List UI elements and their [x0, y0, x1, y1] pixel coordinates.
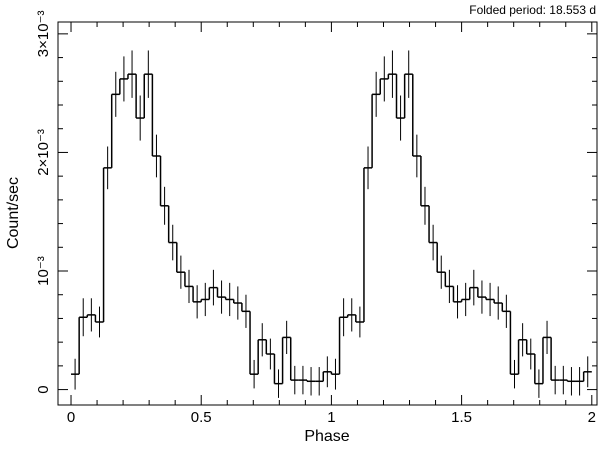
x-tick-label: 1	[327, 409, 335, 426]
annotation: Folded period: 18.553 d	[469, 3, 596, 17]
y-tick-label: 0	[35, 385, 52, 393]
x-tick-label: 1.5	[451, 409, 472, 426]
x-tick-label: 0	[67, 409, 75, 426]
x-tick-label: 2	[588, 409, 596, 426]
x-axis-label: Phase	[304, 428, 349, 445]
plot-frame	[57, 21, 598, 406]
y-tick-label: 3×10⁻³	[35, 11, 52, 58]
y-axis-label: Count/sec	[5, 177, 22, 249]
y-tick-label: 2×10⁻³	[35, 129, 52, 176]
x-tick-label: 0.5	[191, 409, 212, 426]
y-tick-label: 10⁻³	[35, 256, 52, 286]
